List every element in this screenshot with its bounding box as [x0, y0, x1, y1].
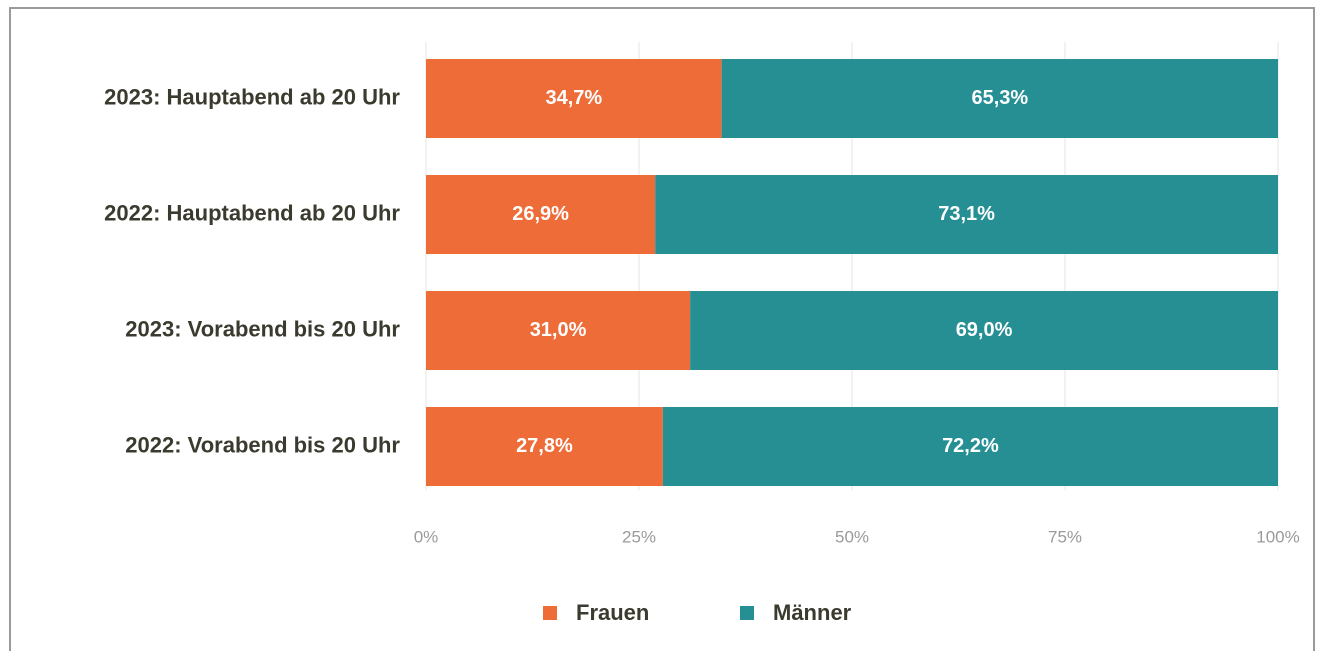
data-label: 72,2% — [942, 435, 999, 457]
frame — [9, 7, 1315, 651]
data-label: 65,3% — [971, 87, 1028, 109]
bar-segment — [721, 59, 1278, 138]
bar-segment — [426, 291, 691, 370]
x-tick-label: 25% — [622, 527, 656, 546]
x-tick-label: 50% — [835, 527, 869, 546]
legend-swatch — [740, 606, 754, 620]
y-tick-label: 2022: Vorabend bis 20 Uhr — [125, 432, 400, 457]
legend-swatch — [543, 606, 557, 620]
legend-label: Frauen — [576, 600, 649, 625]
y-tick-label: 2022: Hauptabend ab 20 Uhr — [104, 200, 400, 225]
x-tick-label: 100% — [1256, 527, 1299, 546]
bar-segment — [662, 407, 1278, 486]
y-tick-label: 2023: Vorabend bis 20 Uhr — [125, 316, 400, 341]
data-label: 26,9% — [512, 203, 569, 225]
data-label: 31,0% — [530, 319, 587, 341]
y-tick-label: 2023: Hauptabend ab 20 Uhr — [104, 84, 400, 109]
data-label: 27,8% — [516, 435, 573, 457]
bar-segment — [426, 175, 656, 254]
data-label: 73,1% — [938, 203, 995, 225]
bar-segment — [655, 175, 1278, 254]
x-tick-label: 75% — [1048, 527, 1082, 546]
legend-label: Männer — [773, 600, 852, 625]
bar-segment — [426, 59, 722, 138]
bar-segment — [690, 291, 1278, 370]
bar-segment — [426, 407, 663, 486]
x-tick-label: 0% — [414, 527, 439, 546]
data-label: 34,7% — [545, 87, 602, 109]
data-label: 69,0% — [956, 319, 1013, 341]
